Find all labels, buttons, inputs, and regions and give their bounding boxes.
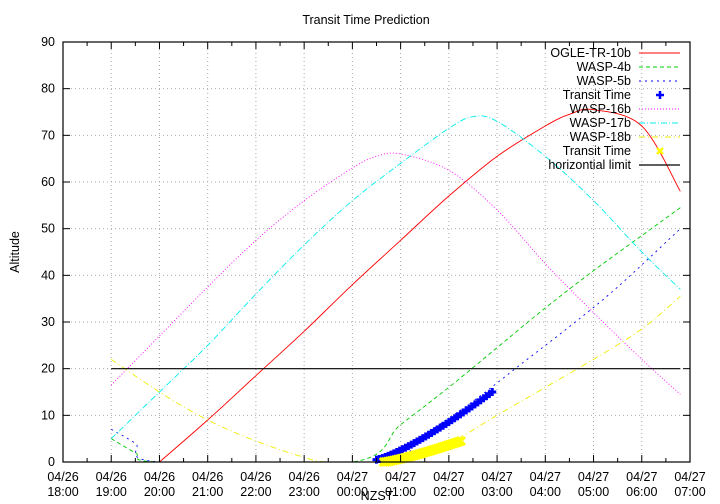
series-line (110, 152, 681, 395)
y-tick-labels: 0 10 20 30 40 50 60 70 80 90 (41, 35, 55, 469)
axis-ticks (62, 41, 691, 463)
y-tick-label: 90 (41, 35, 55, 49)
legend-label: WASP-18b (570, 130, 631, 144)
y-tick-label: 10 (41, 408, 55, 422)
y-tick-label: 60 (41, 175, 55, 189)
x-tick-time: 03:00 (481, 485, 512, 499)
legend-label: Transit Time (563, 144, 631, 158)
x-tick-date: 04/26 (47, 470, 78, 484)
y-axis-label: Altitude (8, 231, 22, 273)
x-tick-time: 21:00 (192, 485, 223, 499)
x-tick-time: 20:00 (144, 485, 175, 499)
x-tick-time: 05:00 (578, 485, 609, 499)
x-tick-time: 07:00 (674, 485, 705, 499)
x-tick-date: 04/27 (385, 470, 416, 484)
x-tick-labels: 04/2618:0004/2619:0004/2620:0004/2621:00… (47, 470, 705, 499)
x-tick-time: 02:00 (433, 485, 464, 499)
x-tick-date: 04/26 (96, 470, 127, 484)
x-tick-date: 04/26 (240, 470, 271, 484)
x-tick-time: 06:00 (626, 485, 657, 499)
chart-title: Transit Time Prediction (302, 13, 429, 27)
y-tick-label: 20 (41, 362, 55, 376)
legend-label: WASP-16b (570, 102, 631, 116)
x-tick-time: 00:00 (337, 485, 368, 499)
x-tick-time: 01:00 (385, 485, 416, 499)
x-axis-label: NZST (361, 489, 394, 503)
y-tick-label: 0 (48, 455, 55, 469)
series-line (110, 295, 681, 463)
x-tick-time: 23:00 (289, 485, 320, 499)
x-tick-date: 04/27 (578, 470, 609, 484)
transit-markers (372, 388, 497, 468)
x-tick-date: 04/26 (289, 470, 320, 484)
y-tick-label: 80 (41, 82, 55, 96)
legend-label: OGLE-TR-10b (550, 46, 631, 60)
x-tick-date: 04/26 (144, 470, 175, 484)
y-tick-label: 50 (41, 222, 55, 236)
x-tick-date: 04/27 (674, 470, 705, 484)
series-line (111, 207, 681, 463)
legend-label: WASP-17b (570, 116, 631, 130)
y-tick-label: 30 (41, 315, 55, 329)
x-tick-time: 04:00 (530, 485, 561, 499)
x-tick-date: 04/27 (337, 470, 368, 484)
x-tick-date: 04/27 (481, 470, 512, 484)
legend-label: WASP-5b (577, 74, 631, 88)
x-tick-time: 19:00 (96, 485, 127, 499)
x-tick-date: 04/26 (192, 470, 223, 484)
y-tick-label: 70 (41, 128, 55, 142)
x-tick-date: 04/27 (530, 470, 561, 484)
y-tick-label: 40 (41, 268, 55, 282)
series-line (111, 228, 681, 463)
x-tick-time: 22:00 (240, 485, 271, 499)
x-tick-time: 18:00 (47, 485, 78, 499)
series-line (159, 108, 681, 463)
legend-label: Transit Time (563, 88, 631, 102)
x-tick-date: 04/27 (626, 470, 657, 484)
x-tick-date: 04/27 (433, 470, 464, 484)
legend-label: WASP-4b (577, 60, 631, 74)
series-line (110, 115, 681, 439)
legend-label: horizontial limit (548, 158, 631, 172)
